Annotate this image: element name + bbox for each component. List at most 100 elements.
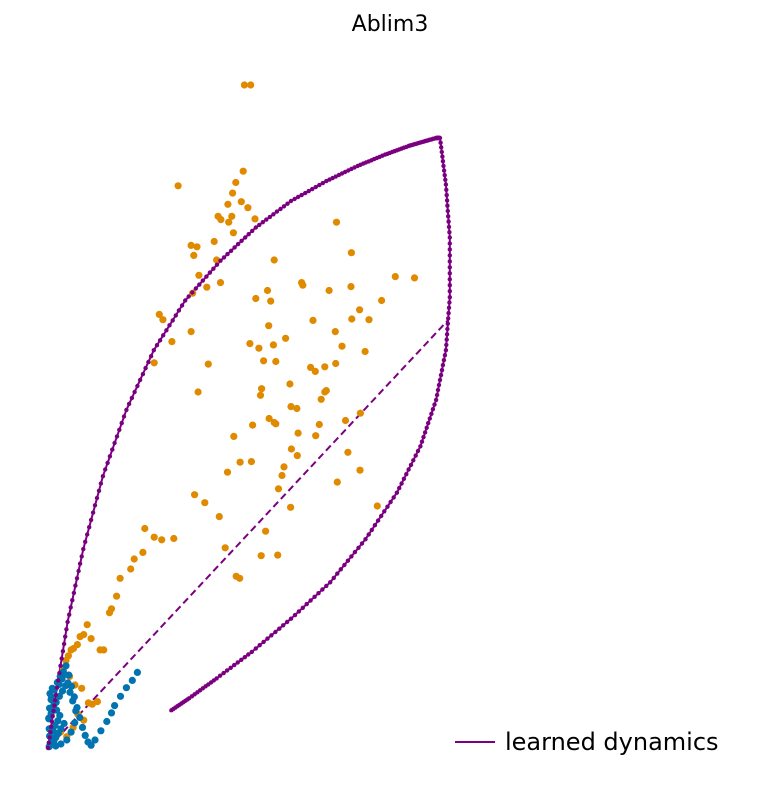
dynamics-point (239, 238, 244, 243)
cell-point-steady (57, 725, 65, 733)
cell-point-induction (365, 316, 373, 324)
dynamics-point (426, 420, 431, 426)
dynamics-point (372, 523, 378, 528)
cell-point-steady (67, 682, 76, 690)
dynamics-point (438, 372, 444, 378)
cell-point-steady (103, 717, 111, 726)
cell-point-induction (247, 458, 255, 466)
dynamics-point (443, 348, 449, 353)
cell-point-induction (312, 432, 320, 440)
dynamics-point (114, 434, 120, 439)
dynamics-point (221, 670, 226, 676)
dynamics-point (447, 277, 452, 282)
dynamics-point (338, 567, 343, 572)
cell-point-induction (294, 429, 302, 437)
dynamics-point (349, 554, 354, 559)
dynamics-point (328, 580, 333, 585)
dynamics-point (295, 194, 301, 200)
dynamics-point (71, 590, 77, 596)
dynamics-point (419, 439, 425, 444)
cell-point-induction (269, 341, 277, 349)
cell-point-steady (122, 684, 130, 692)
dynamics-point (427, 416, 432, 421)
dynamics-point (391, 495, 396, 500)
dynamics-point (445, 208, 450, 214)
dynamics-point (434, 392, 440, 398)
dynamics-point (444, 187, 449, 192)
dynamics-point (445, 321, 450, 326)
dynamics-point (281, 204, 287, 209)
dynamics-point (129, 395, 135, 401)
dynamics-point (53, 692, 58, 698)
dynamics-point (92, 503, 98, 508)
cell-point-induction (247, 81, 255, 89)
dynamics-point (87, 525, 92, 530)
dynamics-point (285, 201, 290, 206)
dynamics-point (261, 639, 266, 645)
cell-point-induction (282, 334, 290, 342)
dynamics-point (164, 328, 169, 333)
dynamics-point (317, 182, 322, 188)
cell-point-steady (76, 713, 84, 722)
cell-point-induction (338, 342, 346, 350)
cell-point-induction (67, 646, 75, 654)
dynamics-point (167, 323, 172, 328)
dynamics-point (190, 290, 195, 295)
dynamics-point (437, 135, 443, 141)
cell-point-induction (224, 200, 232, 208)
dynamics-point (316, 591, 321, 596)
cell-point-induction (127, 565, 135, 573)
cell-point-steady (63, 736, 71, 744)
cell-point-induction (356, 466, 364, 474)
dynamics-point (331, 575, 336, 581)
dynamics-point (444, 192, 449, 198)
cell-point-induction (309, 316, 317, 324)
dynamics-point (399, 481, 404, 486)
dynamics-point (264, 217, 269, 222)
cell-point-induction (216, 279, 225, 287)
cell-point-induction (236, 458, 244, 466)
dynamics-point (79, 554, 84, 559)
cell-point-induction (293, 404, 301, 413)
dynamics-point (85, 532, 90, 537)
dynamics-point (312, 594, 317, 599)
dynamics-point (439, 149, 444, 155)
cell-point-induction (130, 555, 138, 563)
dynamics-point (186, 294, 191, 299)
dynamics-point (442, 353, 448, 358)
dynamics-point (228, 248, 234, 253)
dynamics-point (447, 300, 452, 305)
curve-dots-layer (45, 135, 452, 751)
cell-point-induction (356, 306, 364, 314)
cell-point-induction (204, 360, 212, 368)
cell-point-induction (240, 81, 248, 89)
dynamics-point (299, 192, 304, 198)
dynamics-point (249, 649, 254, 655)
cell-point-induction (315, 420, 323, 429)
cell-point-induction (258, 385, 266, 393)
cell-point-induction (270, 256, 278, 264)
cell-point-induction (255, 344, 263, 352)
cell-point-induction (274, 551, 282, 559)
dynamics-point (411, 458, 416, 463)
cell-point-steady (62, 662, 70, 670)
dynamics-point (446, 224, 452, 230)
dynamics-point (232, 245, 237, 250)
cell-point-induction (274, 485, 283, 493)
cell-point-induction (332, 218, 341, 226)
dynamics-point (320, 587, 325, 592)
dynamics-point (440, 159, 446, 164)
dynamics-point (446, 316, 451, 321)
dynamics-point (221, 255, 227, 260)
dynamics-point (62, 634, 68, 639)
dynamics-point (265, 636, 270, 641)
cell-point-induction (232, 178, 240, 187)
cell-point-induction (293, 452, 301, 460)
dynamics-point (292, 612, 298, 618)
dynamics-point (96, 488, 102, 493)
dynamics-point (269, 633, 274, 638)
dynamics-point (235, 241, 241, 247)
dynamics-point (253, 646, 258, 651)
dynamics-point (375, 518, 381, 523)
